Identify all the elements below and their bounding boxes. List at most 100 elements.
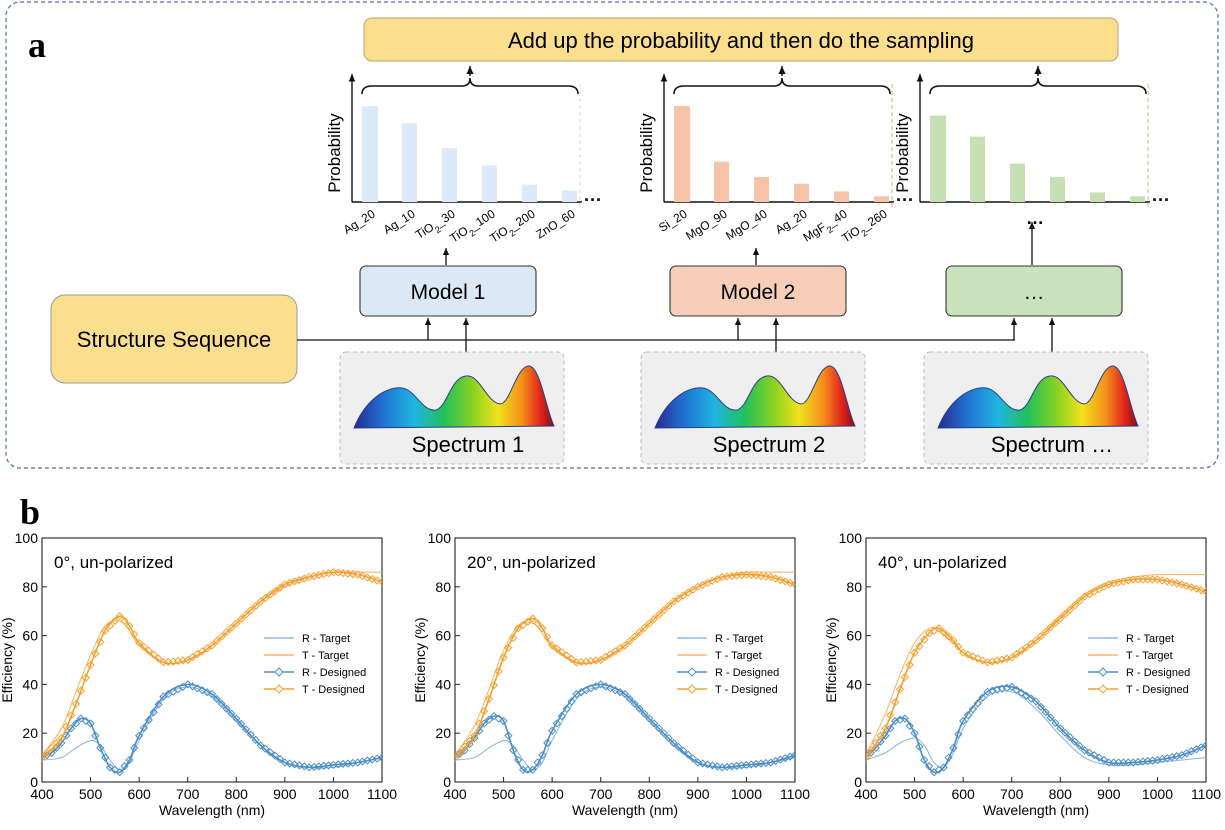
- y-tick-label: 60: [435, 628, 451, 644]
- spectrum-boxes: Spectrum 1 Spectrum 2 Spectrum …: [339, 351, 1149, 465]
- series-marker: [944, 632, 953, 641]
- spectrum-label: Spectrum 2: [713, 432, 826, 457]
- series-marker: [227, 709, 236, 718]
- prob-bar: [522, 184, 537, 202]
- series-marker: [978, 656, 987, 665]
- series-marker: [105, 621, 115, 630]
- series-marker: [91, 649, 100, 658]
- y-tick-label: 20: [22, 725, 38, 741]
- series-marker: [198, 647, 207, 656]
- series-marker: [91, 731, 100, 740]
- series-marker: [601, 682, 610, 691]
- series-marker: [640, 623, 649, 632]
- series-marker: [915, 642, 924, 651]
- series-marker: [968, 652, 977, 661]
- series-marker: [130, 743, 139, 752]
- series-marker: [1065, 605, 1075, 614]
- series-marker: [543, 632, 552, 641]
- series-marker: [334, 568, 343, 577]
- series-marker: [1041, 627, 1050, 636]
- series-marker: [978, 693, 987, 702]
- series-marker: [959, 716, 968, 726]
- series-marker: [246, 606, 255, 615]
- y-tick-label: 60: [22, 628, 38, 644]
- series-marker: [154, 700, 163, 709]
- series-marker: [645, 619, 654, 628]
- series-marker: [494, 667, 503, 676]
- series-marker: [1095, 753, 1104, 762]
- series-marker: [455, 748, 464, 757]
- series-marker: [949, 636, 958, 645]
- series-marker: [110, 765, 119, 774]
- chart-legend: R - Target T - Target R - Designed T - Desi…: [1088, 633, 1190, 696]
- legend-label: T - Designed: [715, 684, 778, 696]
- prob-bar: [834, 191, 849, 202]
- prob-tick-label: Ag_10: [381, 207, 418, 237]
- y-axis-label: Efficiency (%): [412, 617, 428, 702]
- legend-label: T - Designed: [1126, 684, 1189, 696]
- series-marker: [776, 575, 785, 585]
- prob-bar: [1050, 177, 1065, 202]
- series-marker: [771, 574, 780, 583]
- series-marker: [538, 624, 547, 633]
- series-marker: [684, 750, 693, 759]
- y-axis-label: Efficiency (%): [0, 617, 15, 702]
- prob-bar: [714, 161, 729, 202]
- series-marker: [237, 614, 246, 624]
- series-marker: [900, 714, 909, 723]
- series-marker: [562, 704, 571, 713]
- x-tick-label: 400: [30, 786, 54, 802]
- series-marker: [679, 591, 688, 600]
- series-marker: [358, 571, 367, 581]
- series-marker: [256, 741, 265, 750]
- series-marker: [144, 715, 153, 725]
- legend-label: R - Target: [302, 633, 350, 645]
- x-tick-label: 900: [273, 786, 297, 802]
- model-box-3: …: [945, 265, 1123, 352]
- series-marker: [601, 652, 610, 662]
- series-marker: [1017, 688, 1026, 697]
- series-marker: [489, 712, 498, 721]
- series-marker: [115, 768, 124, 777]
- prob-tick-label: TiO2_260: [839, 207, 892, 249]
- series-marker: [251, 601, 260, 610]
- series-marker: [562, 651, 571, 660]
- series-marker: [606, 650, 615, 659]
- x-tick-label: 700: [176, 786, 200, 802]
- model-box-2: Model 2: [669, 265, 847, 352]
- series-marker: [1022, 691, 1031, 700]
- series-marker: [1031, 697, 1041, 706]
- series-marker: [616, 688, 625, 697]
- series-marker: [47, 743, 56, 752]
- series-marker: [101, 626, 110, 635]
- series-marker: [557, 648, 566, 657]
- axis-continuation: ···: [584, 190, 602, 210]
- series-marker: [1080, 746, 1089, 755]
- model-box-label: Model 1: [411, 281, 486, 304]
- series-marker: [1056, 614, 1065, 623]
- x-tick-label: 500: [903, 786, 927, 802]
- x-tick-label: 1000: [1142, 786, 1173, 802]
- y-tick-label: 0: [30, 774, 38, 790]
- structure-sequence-label: Structure Sequence: [77, 327, 271, 352]
- legend-marker: [1098, 684, 1108, 694]
- series-marker: [650, 614, 659, 624]
- series-marker: [606, 684, 615, 693]
- series-marker: [120, 616, 129, 626]
- series-marker: [949, 743, 958, 752]
- plot-area: [42, 568, 382, 777]
- series-marker: [135, 638, 144, 648]
- plot-frame: [454, 537, 796, 783]
- x-tick-label: 600: [951, 786, 975, 802]
- series-marker: [1046, 623, 1055, 632]
- prob-bar: [1010, 163, 1025, 202]
- series-marker: [659, 606, 668, 615]
- prob-bar: [442, 148, 457, 202]
- series-marker: [611, 647, 620, 656]
- sum-brace: [929, 77, 1147, 95]
- series-marker: [1065, 732, 1075, 742]
- prob-tick-label: MgO_40: [723, 207, 770, 243]
- series-marker: [790, 580, 795, 589]
- series-marker: [910, 729, 919, 738]
- series-marker: [295, 761, 304, 770]
